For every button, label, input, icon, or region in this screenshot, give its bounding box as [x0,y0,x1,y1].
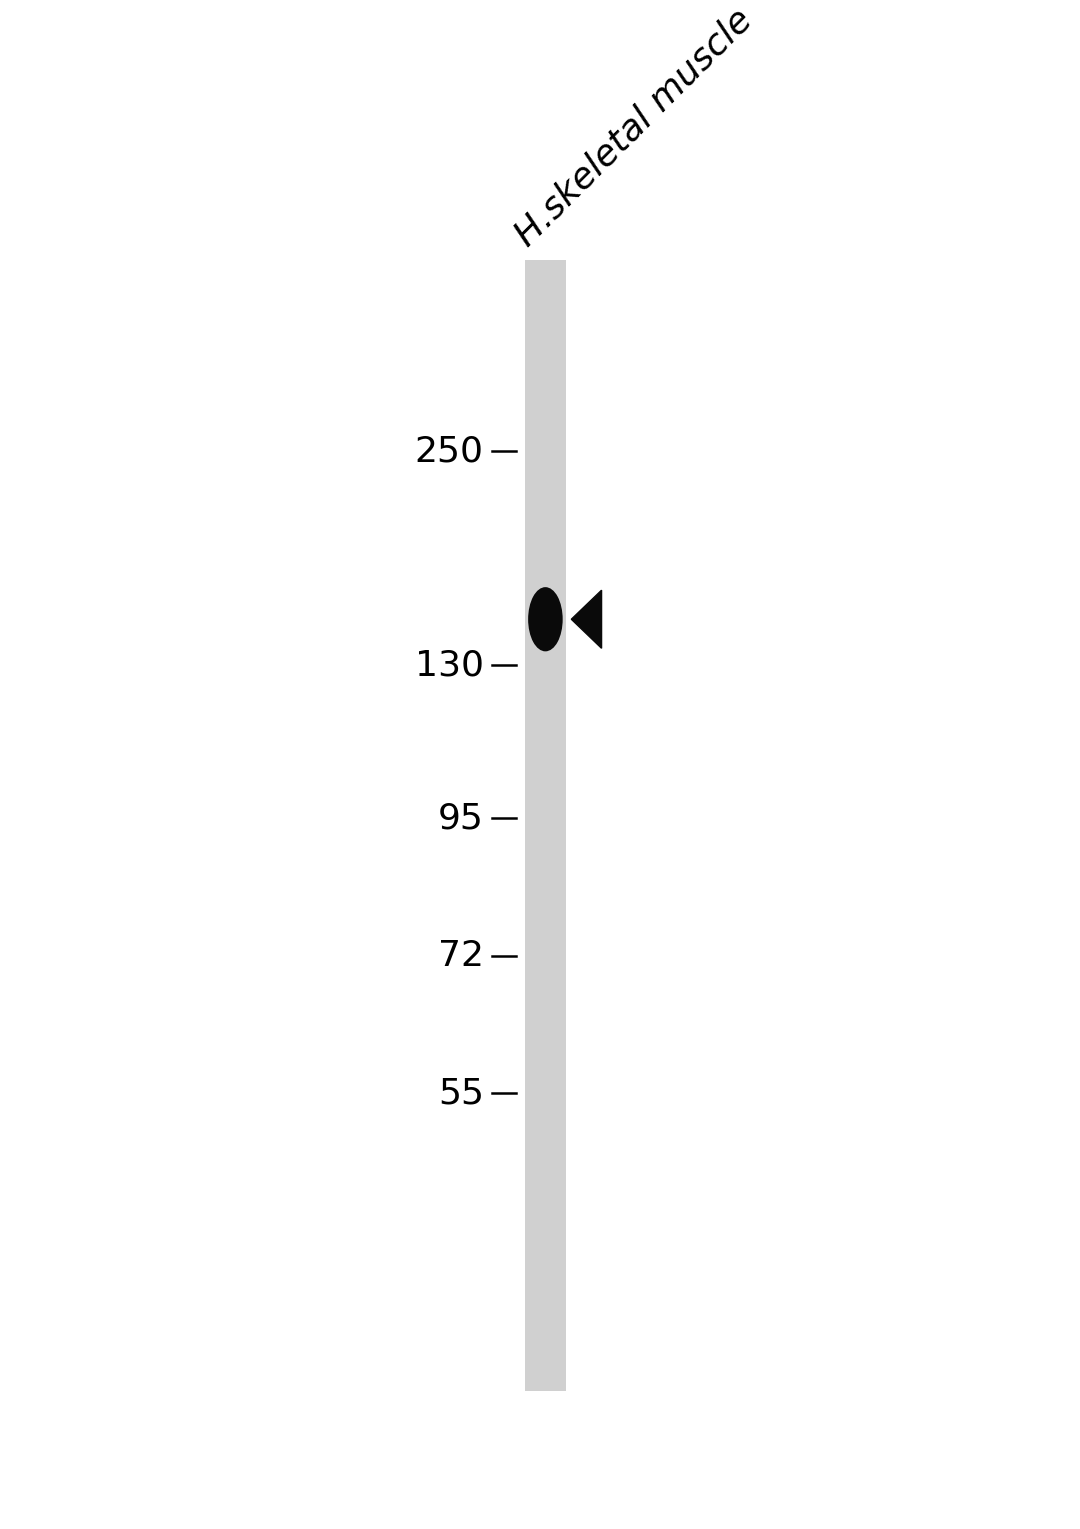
Text: 130: 130 [415,648,484,682]
Text: 95: 95 [438,801,484,835]
Bar [525,260,566,1391]
Text: 55: 55 [437,1076,484,1110]
Ellipse shape [528,587,563,651]
Text: 72: 72 [437,939,484,972]
Polygon shape [571,590,602,648]
Text: 250: 250 [415,434,484,468]
Text: H.skeletal muscle: H.skeletal muscle [509,2,759,252]
